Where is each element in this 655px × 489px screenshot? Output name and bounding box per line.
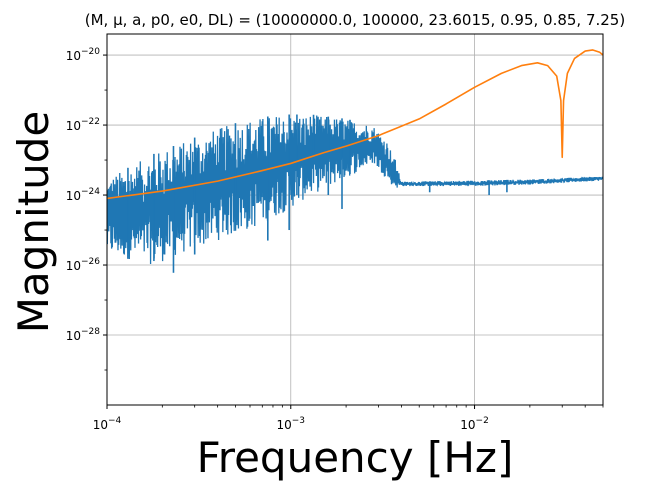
series-1-line: [107, 49, 603, 200]
y-axis-label: Magnitude: [9, 111, 58, 334]
y-tick-label-exponent: −22: [81, 117, 100, 127]
x-axis-ticks: 10−4 10−3 10−2: [93, 405, 604, 432]
y-tick-label: 10−22: [66, 117, 100, 133]
x-tick-label-base: 10: [460, 418, 475, 432]
chart-title: (M, μ, a, p0, e0, DL) = (10000000.0, 100…: [85, 11, 625, 29]
x-tick-label-base: 10: [276, 418, 291, 432]
y-tick-label: 10−24: [66, 187, 101, 203]
x-tick-label: 10−3: [276, 416, 305, 432]
y-tick-label-base: 10: [66, 189, 81, 203]
y-tick-label-base: 10: [66, 119, 81, 133]
x-tick-label-base: 10: [93, 418, 108, 432]
y-tick-label: 10−28: [66, 327, 101, 343]
y-tick-label-exponent: −20: [81, 47, 100, 57]
series-0-line: [107, 115, 603, 264]
plot-area: [107, 49, 603, 273]
x-tick-label-exponent: −4: [108, 416, 122, 426]
y-tick-label: 10−20: [66, 47, 101, 63]
x-tick-label-exponent: −2: [476, 416, 489, 426]
y-tick-label-exponent: −28: [81, 327, 100, 337]
y-tick-label-base: 10: [66, 259, 81, 273]
x-axis-label: Frequency [Hz]: [197, 433, 514, 482]
y-tick-label-exponent: −24: [81, 187, 100, 197]
axes-frame: [106, 33, 604, 406]
y-tick-label-exponent: −26: [81, 257, 100, 267]
y-tick-label: 10−26: [66, 257, 101, 273]
x-tick-label: 10−4: [93, 416, 122, 432]
y-tick-label-base: 10: [66, 329, 81, 343]
x-tick-label-exponent: −3: [292, 416, 305, 426]
x-tick-label: 10−2: [460, 416, 489, 432]
y-tick-label-base: 10: [66, 49, 81, 63]
